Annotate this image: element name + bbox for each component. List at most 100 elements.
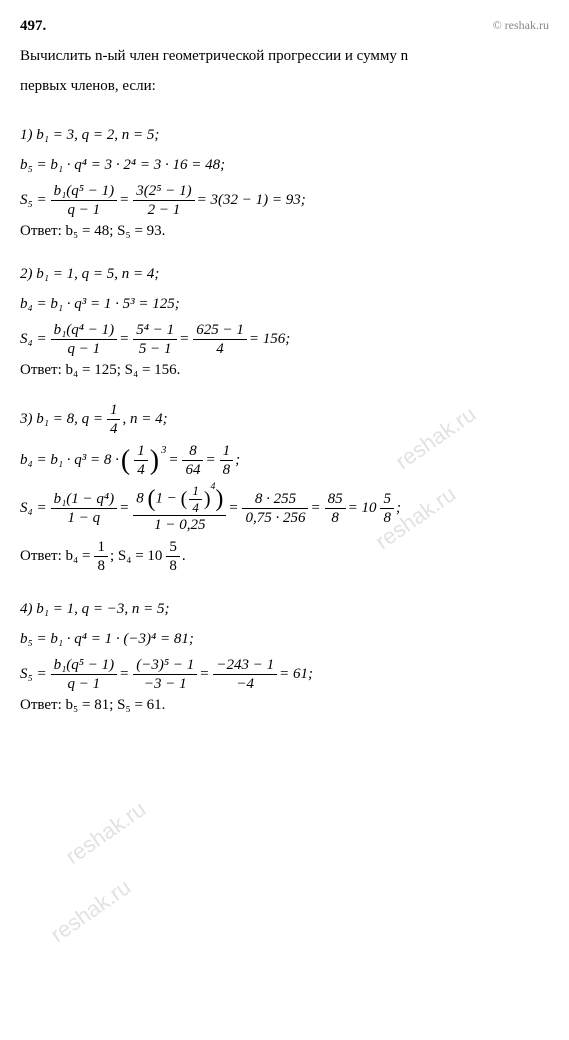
frac-den: −4 bbox=[213, 675, 277, 693]
frac-den: 8 bbox=[220, 461, 234, 479]
frac-den: 4 bbox=[134, 461, 148, 479]
part-2: 2) b₁ = 1, q = 5, n = 4; b₄ = b₁ · q³ = … bbox=[20, 262, 549, 379]
eq-text: = bbox=[119, 192, 129, 209]
fraction: 5⁴ − 1 5 − 1 bbox=[133, 321, 177, 358]
part3-sn: S₄ = b₁(1 − q⁴) 1 − q = 8 (1 − (14)4) 1 … bbox=[20, 483, 549, 534]
frac-num: 5⁴ − 1 bbox=[133, 321, 177, 340]
fraction: (−3)⁵ − 1 −3 − 1 bbox=[133, 656, 197, 693]
page-header: 497. © reshak.ru bbox=[20, 18, 549, 35]
part4-sn: S₅ = b₁(q⁵ − 1) q − 1 = (−3)⁵ − 1 −3 − 1… bbox=[20, 656, 549, 693]
sn-lhs: S₄ = bbox=[20, 500, 47, 517]
frac-den: 1 − 0,25 bbox=[133, 516, 226, 534]
frac-num: b₁(q⁵ − 1) bbox=[51, 182, 118, 201]
frac-num: b₁(q⁴ − 1) bbox=[51, 321, 118, 340]
fraction: 14 bbox=[189, 483, 202, 515]
fraction: 1 4 bbox=[107, 401, 121, 438]
fraction: 8 · 255 0,75 · 256 bbox=[242, 490, 308, 527]
part1-answer: Ответ: b₅ = 48; S₅ = 93. bbox=[20, 223, 549, 240]
eq-text: = bbox=[179, 331, 189, 348]
sn-rhs: = 156; bbox=[249, 331, 290, 348]
frac-num: 1 bbox=[94, 538, 108, 557]
fraction: 8 (1 − (14)4) 1 − 0,25 bbox=[133, 483, 226, 534]
frac-num: 1 bbox=[134, 442, 148, 461]
part-4: 4) b₁ = 1, q = −3, n = 5; b₅ = b₁ · q⁴ =… bbox=[20, 597, 549, 714]
part2-answer: Ответ: b₄ = 125; S₄ = 156. bbox=[20, 362, 549, 379]
part1-given: 1) b₁ = 3, q = 2, n = 5; bbox=[20, 123, 549, 149]
frac-num: −243 − 1 bbox=[213, 656, 277, 675]
frac-den: 8 bbox=[325, 509, 346, 527]
frac-num: 5 bbox=[380, 490, 394, 509]
problem-number: 497. bbox=[20, 18, 46, 35]
fraction: −243 − 1 −4 bbox=[213, 656, 277, 693]
part1-bn: b₅ = b₁ · q⁴ = 3 · 2⁴ = 3 · 16 = 48; bbox=[20, 153, 549, 179]
eq-text: = bbox=[199, 666, 209, 683]
fraction: 625 − 1 4 bbox=[193, 321, 247, 358]
frac-den: 5 − 1 bbox=[133, 340, 177, 358]
part2-sn: S₄ = b₁(q⁴ − 1) q − 1 = 5⁴ − 1 5 − 1 = 6… bbox=[20, 321, 549, 358]
fraction: 1 8 bbox=[94, 538, 108, 575]
part2-given: 2) b₁ = 1, q = 5, n = 4; bbox=[20, 262, 549, 288]
answer-text: Ответ: b₅ = 81; S₅ = 61. bbox=[20, 697, 165, 713]
part3-answer: Ответ: b₄ = 1 8 ; S₄ = 10 5 8 . bbox=[20, 538, 549, 575]
eq-text: = bbox=[119, 666, 129, 683]
part4-given: 4) b₁ = 1, q = −3, n = 5; bbox=[20, 597, 549, 623]
eq-text: = 10 bbox=[348, 500, 377, 517]
frac-num: 1 bbox=[220, 442, 234, 461]
part1-sn: S₅ = b₁(q⁵ − 1) q − 1 = 3(2⁵ − 1) 2 − 1 … bbox=[20, 182, 549, 219]
frac-den: 4 bbox=[193, 340, 247, 358]
frac-den: 8 bbox=[94, 557, 108, 575]
frac-den: q − 1 bbox=[51, 201, 118, 219]
answer-text: Ответ: b₄ = 125; S₄ = 156. bbox=[20, 362, 180, 378]
given-post: , n = 4; bbox=[122, 411, 167, 428]
frac-den: 8 bbox=[380, 509, 394, 527]
sn-rhs: = 61; bbox=[279, 666, 313, 683]
fraction: 3(2⁵ − 1) 2 − 1 bbox=[133, 182, 194, 219]
answer-text: Ответ: b₅ = 48; S₅ = 93. bbox=[20, 223, 165, 239]
fraction: b₁(q⁵ − 1) q − 1 bbox=[51, 656, 118, 693]
frac-num: 1 bbox=[107, 401, 121, 420]
frac-num: b₁(1 − q⁴) bbox=[51, 490, 118, 509]
part-3: 3) b₁ = 8, q = 1 4 , n = 4; b₄ = b₁ · q³… bbox=[20, 401, 549, 575]
frac-num: 625 − 1 bbox=[193, 321, 247, 340]
eq-text: = bbox=[310, 500, 320, 517]
part4-bn: b₅ = b₁ · q⁴ = 1 · (−3)⁴ = 81; bbox=[20, 627, 549, 653]
frac-den: 2 − 1 bbox=[133, 201, 194, 219]
eq-text: = bbox=[168, 452, 178, 469]
frac-den: −3 − 1 bbox=[133, 675, 197, 693]
part3-given: 3) b₁ = 8, q = 1 4 , n = 4; bbox=[20, 401, 549, 438]
sn-rhs: = 3(32 − 1) = 93; bbox=[197, 192, 306, 209]
answer-post: . bbox=[182, 548, 186, 565]
bn-pre: b₄ = b₁ · q³ = 8 · bbox=[20, 452, 119, 469]
frac-den: 8 bbox=[166, 557, 180, 575]
frac-den: 4 bbox=[107, 420, 121, 438]
fraction: b₁(q⁴ − 1) q − 1 bbox=[51, 321, 118, 358]
frac-den: 0,75 · 256 bbox=[242, 509, 308, 527]
frac-num: 85 bbox=[325, 490, 346, 509]
frac-den: q − 1 bbox=[51, 340, 118, 358]
bn-post: ; bbox=[235, 452, 240, 469]
exponent: 3 bbox=[161, 445, 166, 456]
frac-num: (−3)⁵ − 1 bbox=[133, 656, 197, 675]
fraction: 1 4 bbox=[134, 442, 148, 479]
watermark: reshak.ru bbox=[46, 874, 136, 948]
frac-num: 5 bbox=[166, 538, 180, 557]
part3-bn: b₄ = b₁ · q³ = 8 · ( 1 4 ) 3 = 8 64 = 1 … bbox=[20, 442, 549, 479]
given-pre: 3) b₁ = 8, q = bbox=[20, 411, 103, 428]
eq-text: = bbox=[119, 500, 129, 517]
part2-bn: b₄ = b₁ · q³ = 1 · 5³ = 125; bbox=[20, 292, 549, 318]
sn-lhs: S₄ = bbox=[20, 331, 47, 348]
frac-num: 8 · 255 bbox=[242, 490, 308, 509]
frac-den: q − 1 bbox=[51, 675, 118, 693]
frac-num: 3(2⁵ − 1) bbox=[133, 182, 194, 201]
answer-pre: Ответ: b₄ = bbox=[20, 548, 90, 565]
answer-mid: ; S₄ = 10 bbox=[110, 548, 162, 565]
frac-den: 1 − q bbox=[51, 509, 118, 527]
watermark: reshak.ru bbox=[61, 796, 151, 870]
problem-prompt: Вычислить n-ый член геометрической прогр… bbox=[20, 41, 549, 101]
prompt-line2: первых членов, если: bbox=[20, 71, 549, 101]
part4-answer: Ответ: b₅ = 81; S₅ = 61. bbox=[20, 697, 549, 714]
fraction: 8 64 bbox=[182, 442, 203, 479]
fraction: b₁(q⁵ − 1) q − 1 bbox=[51, 182, 118, 219]
frac-num: b₁(q⁵ − 1) bbox=[51, 656, 118, 675]
fraction: b₁(1 − q⁴) 1 − q bbox=[51, 490, 118, 527]
